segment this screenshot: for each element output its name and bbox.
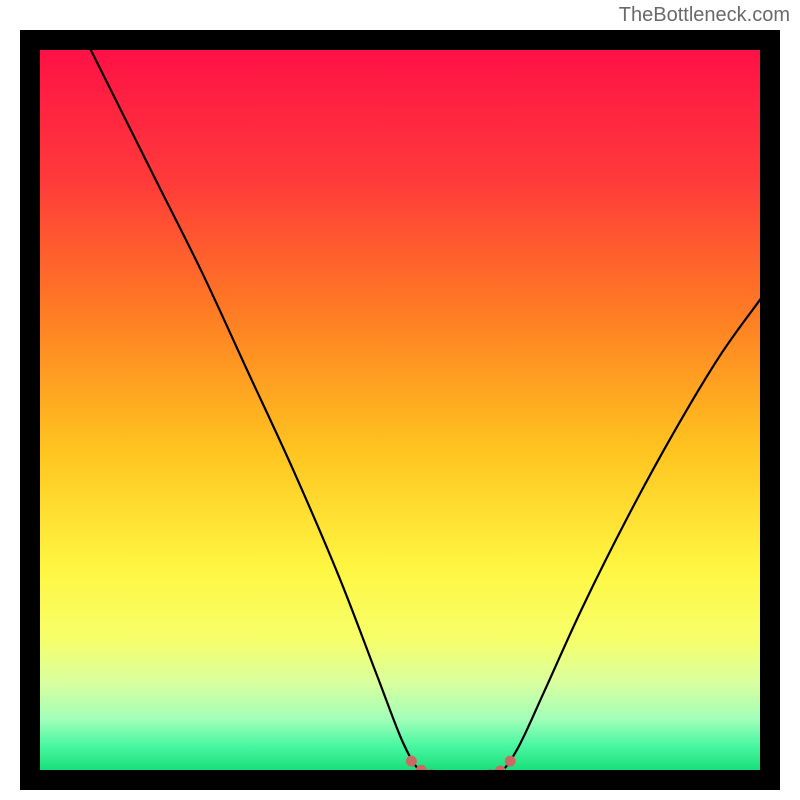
bottleneck-curve-chart [0, 0, 800, 800]
chart-container: TheBottleneck.com [0, 0, 800, 800]
optimal-marker-dot [505, 756, 516, 767]
watermark-text: TheBottleneck.com [619, 4, 790, 27]
optimal-marker-dot [406, 756, 417, 767]
chart-background [40, 50, 760, 770]
